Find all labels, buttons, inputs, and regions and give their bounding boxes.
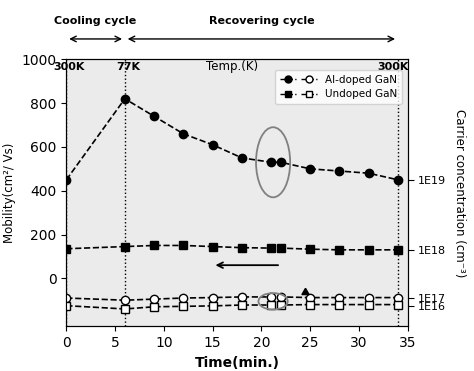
Text: Recovering cycle: Recovering cycle <box>209 16 314 26</box>
Text: Temp.(K): Temp.(K) <box>206 60 258 73</box>
Legend: Al-doped GaN, Undoped GaN: Al-doped GaN, Undoped GaN <box>275 70 402 105</box>
Text: 300K: 300K <box>377 62 409 72</box>
Text: 77K: 77K <box>116 62 140 72</box>
Y-axis label: Carrier concentration (cm⁻³): Carrier concentration (cm⁻³) <box>453 109 465 277</box>
Text: 300K: 300K <box>54 62 85 72</box>
Text: Cooling cycle: Cooling cycle <box>55 16 137 26</box>
Y-axis label: Mobility(cm²/ Vs): Mobility(cm²/ Vs) <box>3 143 16 243</box>
X-axis label: Time(min.): Time(min.) <box>194 356 280 370</box>
